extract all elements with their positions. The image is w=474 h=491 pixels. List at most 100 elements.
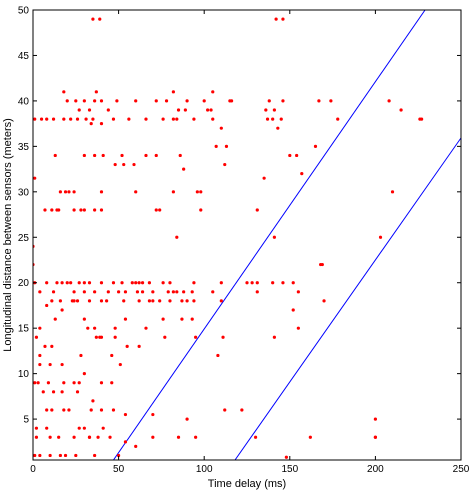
data-point (105, 299, 109, 303)
data-point (50, 408, 54, 412)
data-point (48, 453, 52, 458)
data-point (82, 153, 86, 158)
data-point (43, 208, 47, 212)
data-point (96, 435, 100, 439)
data-point (93, 453, 97, 458)
data-point (185, 299, 189, 303)
data-point (175, 117, 179, 121)
data-point (122, 299, 126, 303)
data-point (113, 326, 117, 330)
data-point (281, 281, 285, 285)
data-point (151, 435, 155, 439)
data-point (72, 381, 76, 385)
data-point (134, 281, 138, 285)
data-point (38, 362, 42, 367)
data-point (192, 281, 196, 285)
y-tick-label: 30 (18, 187, 30, 198)
data-point (82, 426, 86, 430)
data-point (67, 408, 71, 412)
data-point (48, 362, 52, 367)
y-tick-label: 15 (18, 324, 30, 335)
data-point (373, 417, 377, 421)
data-point (60, 390, 64, 394)
data-point (211, 117, 215, 121)
y-tick-label: 40 (18, 96, 30, 107)
data-point (82, 99, 86, 103)
data-point (33, 453, 37, 458)
data-point (219, 299, 223, 303)
data-point (123, 412, 128, 417)
data-point (176, 435, 181, 439)
data-point (313, 144, 318, 148)
data-point (288, 153, 292, 158)
data-point (62, 381, 66, 385)
data-point (98, 17, 102, 21)
data-point (271, 117, 275, 121)
data-point (134, 99, 138, 103)
data-point (127, 117, 131, 121)
data-point (69, 117, 73, 121)
data-point (192, 117, 196, 121)
data-point (171, 117, 175, 121)
data-point (378, 235, 383, 239)
data-point (158, 299, 162, 303)
data-point (34, 335, 39, 339)
data-point (154, 208, 158, 212)
data-point (329, 99, 333, 103)
data-point (53, 153, 57, 158)
data-point (99, 208, 104, 212)
data-point (291, 308, 295, 312)
x-tick-label: 0 (30, 464, 36, 475)
data-point (154, 99, 158, 103)
data-point (154, 153, 158, 158)
data-point (72, 208, 76, 212)
data-point (110, 353, 114, 358)
data-point (60, 362, 64, 367)
data-point (58, 299, 62, 303)
data-point (99, 335, 104, 339)
data-point (93, 290, 97, 294)
data-point (387, 99, 391, 103)
data-point (130, 281, 134, 285)
data-point (202, 99, 206, 103)
y-tick-label: 25 (18, 233, 30, 244)
data-point (82, 372, 86, 376)
data-point (245, 281, 249, 285)
y-tick-label: 10 (18, 369, 30, 380)
data-point (140, 290, 145, 294)
data-point (50, 299, 54, 303)
data-point (106, 108, 110, 112)
data-point (69, 281, 73, 285)
data-point (219, 281, 223, 285)
plot-area (33, 10, 461, 460)
data-point (183, 108, 187, 112)
data-point (117, 453, 121, 458)
data-point (276, 126, 280, 130)
y-tick-label: 50 (18, 6, 30, 17)
data-point (420, 117, 424, 121)
data-point (199, 208, 203, 212)
data-point (38, 353, 42, 358)
data-point (33, 117, 37, 121)
data-point (77, 426, 81, 430)
data-point (94, 335, 98, 339)
data-point (101, 153, 105, 158)
data-point (399, 108, 403, 112)
data-point (45, 117, 49, 121)
data-point (108, 435, 112, 439)
x-tick-label: 250 (453, 464, 470, 475)
data-point (176, 108, 181, 112)
data-point (45, 281, 49, 285)
data-point (122, 162, 126, 167)
data-point (216, 353, 220, 358)
data-point (178, 153, 182, 158)
data-point (168, 299, 172, 303)
data-point (45, 408, 49, 412)
data-point (134, 190, 138, 194)
x-tick-label: 150 (281, 464, 298, 475)
data-point (36, 381, 40, 385)
data-point (250, 281, 254, 285)
data-point (93, 99, 97, 103)
data-point (111, 117, 116, 121)
data-point (125, 344, 129, 348)
